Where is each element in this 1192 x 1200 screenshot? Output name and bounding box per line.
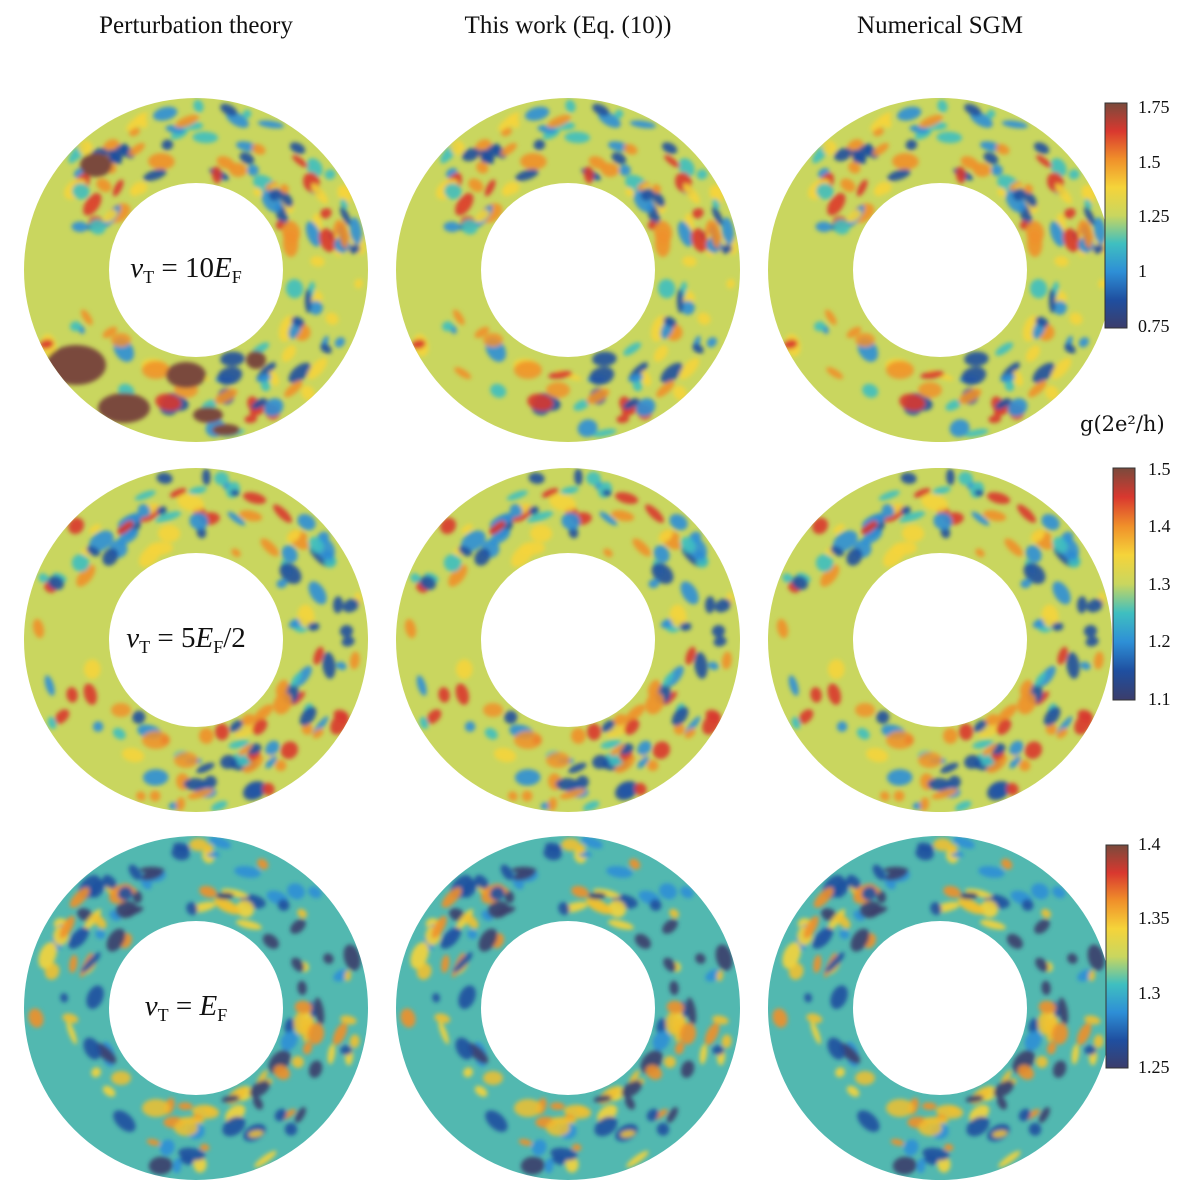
sgm-annulus-map: [24, 98, 368, 442]
colorbar-2-tick: 1.2: [1148, 631, 1171, 651]
colorbar-3-tick: 1.3: [1138, 983, 1161, 1003]
sgm-annulus-map: [396, 836, 740, 1180]
colorbar-2: [1112, 467, 1136, 701]
colorbar-3-tick: 1.35: [1138, 908, 1170, 928]
colorbar-1-tick: 1: [1138, 261, 1147, 281]
column-title-this-work: This work (Eq. (10)): [464, 12, 672, 39]
colorbar-1-tick: 1.5: [1138, 152, 1161, 172]
colorbar-1-tick: 1.75: [1138, 97, 1170, 117]
colorbar-label: g(2e²/h): [1080, 412, 1165, 436]
colorbar-3-tick: 1.4: [1138, 834, 1161, 854]
row-label-3: vT = EF: [144, 990, 228, 1025]
sgm-annulus-map: [396, 468, 740, 812]
colorbar-1-tick: 1.25: [1138, 206, 1170, 226]
column-title-perturbation: Perturbation theory: [99, 12, 293, 39]
colorbar-1: [1104, 102, 1128, 329]
column-title-numerical: Numerical SGM: [857, 12, 1023, 39]
colorbar-2-tick: 1.1: [1148, 689, 1171, 709]
colorbar-2-tick: 1.4: [1148, 516, 1171, 536]
sgm-annulus-map: [768, 98, 1112, 442]
sgm-annulus-map: [768, 468, 1112, 812]
sgm-annulus-map: [396, 98, 740, 442]
row-label-2: vT = 5EF/2: [126, 622, 246, 657]
row-label-1: vT = 10EF: [130, 252, 242, 287]
colorbar-3: [1105, 844, 1129, 1069]
sgm-annulus-map: [768, 836, 1112, 1180]
colorbar-2-tick: 1.5: [1148, 459, 1171, 479]
colorbar-1-tick: 0.75: [1138, 316, 1170, 336]
colorbar-2-tick: 1.3: [1148, 574, 1171, 594]
colorbar-3-tick: 1.25: [1138, 1057, 1170, 1077]
